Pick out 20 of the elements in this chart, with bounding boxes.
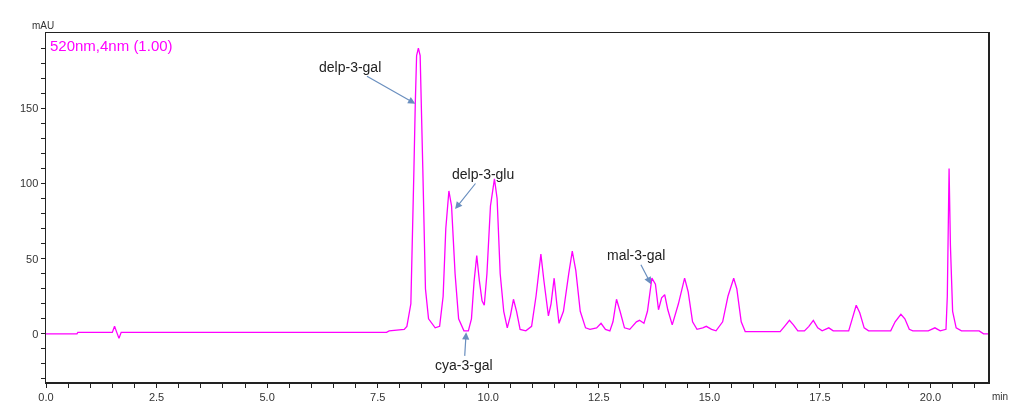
x-tick-label: 12.5 [588,390,610,403]
x-tick-label: 0.0 [38,390,54,403]
annotation: delp-3-glu [452,166,515,182]
annotation: 520nm,4nm (1.00) [50,37,173,54]
y-tick-label: 50 [26,252,39,265]
x-tick-label: 10.0 [477,390,499,403]
x-tick-label: 15.0 [698,390,721,403]
x-tick-label: 2.5 [148,390,165,403]
x-tick-label: 5.0 [259,390,275,403]
y-tick-label: 0 [32,327,39,340]
y-tick-label: 150 [19,102,39,115]
x-tick-label: 7.5 [370,390,386,403]
x-axis-title: min [992,391,1009,402]
annotation: cya-3-gal [435,357,493,373]
x-tick-label: 20.0 [919,390,942,403]
annotation: mal-3-gal [607,247,666,263]
y-axis-title: mAU [32,20,55,31]
y-tick-label: 100 [19,177,39,190]
x-tick-label: 17.5 [809,390,831,403]
annotation: delp-3-gal [319,59,382,75]
